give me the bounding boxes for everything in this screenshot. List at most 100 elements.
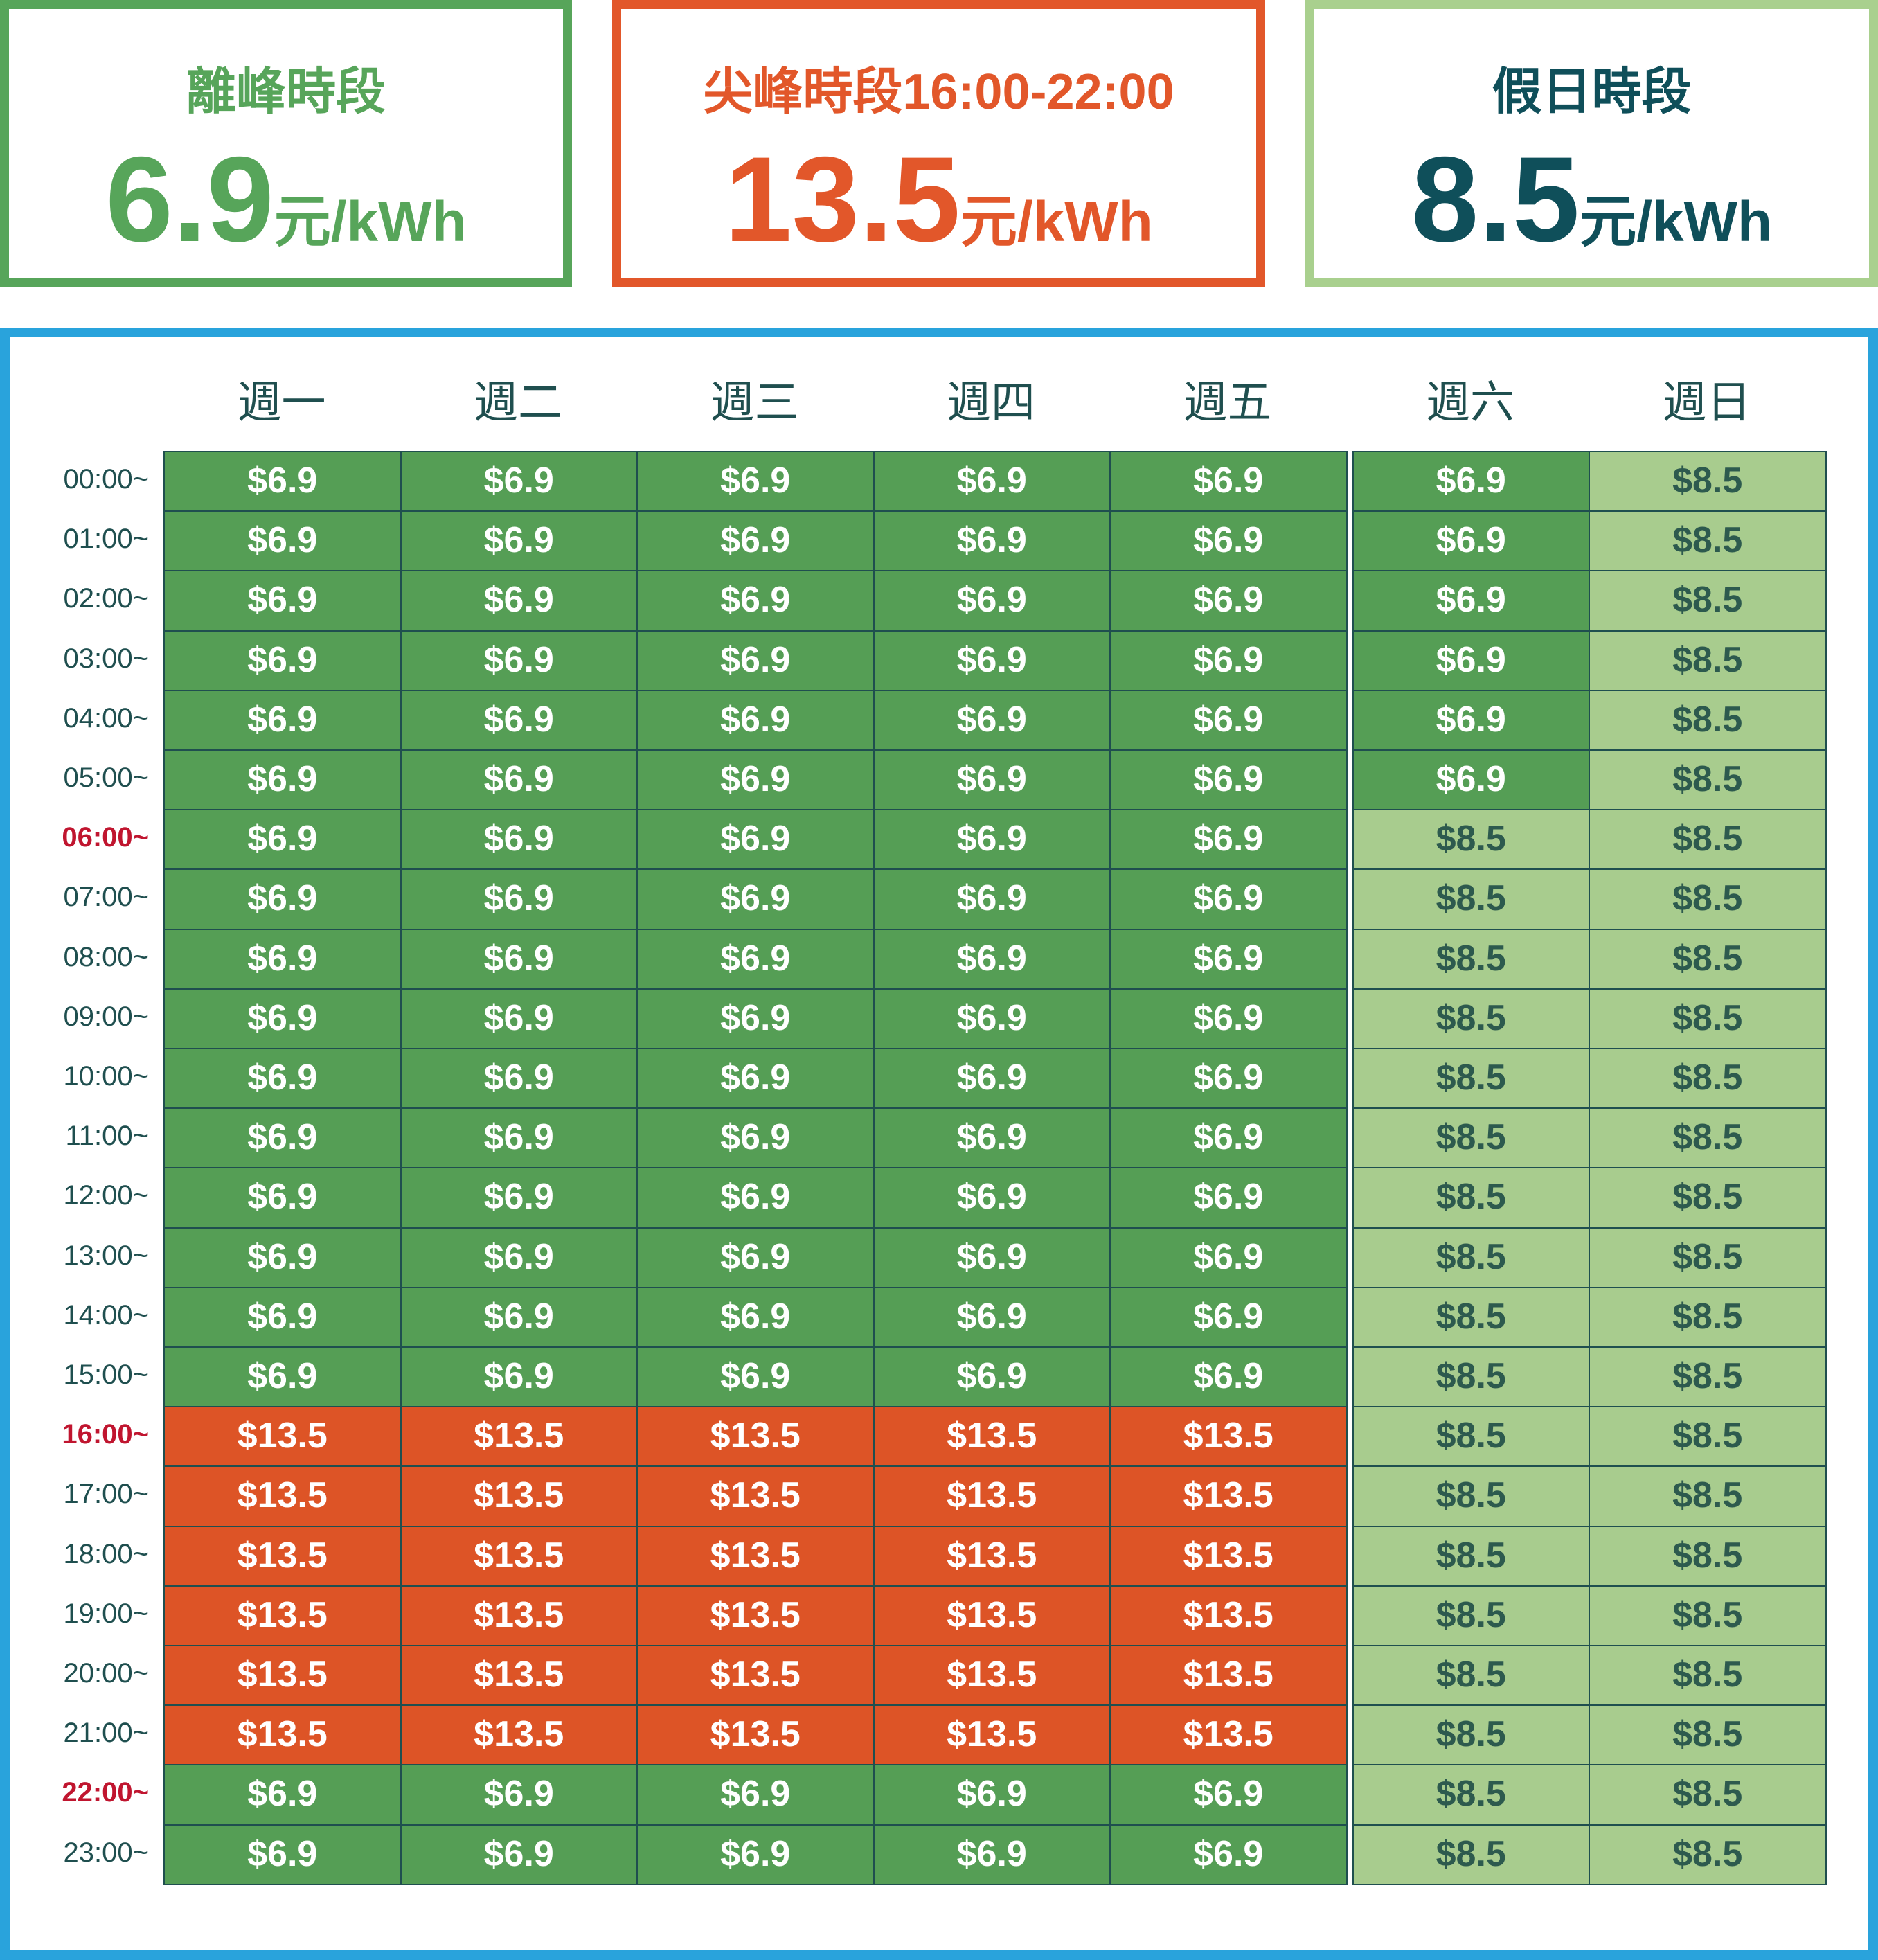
rate-cell: $8.5 (1352, 1645, 1590, 1707)
rate-cell: $8.5 (1352, 1525, 1590, 1587)
rate-cell: $6.9 (1109, 749, 1348, 811)
rate-cell: $8.5 (1352, 1764, 1590, 1826)
rate-cell: $6.9 (873, 1286, 1111, 1348)
rate-cell: $8.5 (1352, 1704, 1590, 1766)
rate-cell: $6.9 (1109, 510, 1348, 572)
rate-cell: $8.5 (1589, 1824, 1827, 1885)
rate-cell: $6.9 (163, 1167, 402, 1229)
rate-cell: $8.5 (1352, 1167, 1590, 1229)
rate-cell: $6.9 (636, 809, 875, 871)
time-label: 21:00~ (63, 1718, 149, 1749)
column-header: 週一 (237, 377, 326, 427)
rate-cell: $6.9 (400, 1346, 638, 1408)
rate-cell: $6.9 (636, 1764, 875, 1826)
rate-cell: $8.5 (1352, 1824, 1590, 1885)
rate-cell: $8.5 (1352, 988, 1590, 1049)
rate-cell: $13.5 (873, 1645, 1111, 1707)
rate-cell: $6.9 (873, 689, 1111, 751)
rate-cell: $6.9 (163, 1286, 402, 1348)
rate-cell: $8.5 (1352, 1585, 1590, 1646)
rate-cell: $6.9 (400, 749, 638, 811)
rate-cell: $8.5 (1589, 1585, 1827, 1646)
rate-cell: $8.5 (1589, 1107, 1827, 1169)
rate-cell: $8.5 (1589, 689, 1827, 751)
rate-cell: $6.9 (400, 868, 638, 930)
rate-cell: $6.9 (1109, 451, 1348, 513)
rate-cell: $8.5 (1589, 510, 1827, 572)
rate-cell: $6.9 (400, 1107, 638, 1169)
rate-cell: $6.9 (636, 868, 875, 930)
rate-cell: $6.9 (163, 510, 402, 572)
rate-cell: $13.5 (400, 1645, 638, 1707)
rate-cell: $8.5 (1589, 868, 1827, 930)
rate-cell: $6.9 (873, 1764, 1111, 1826)
rate-cell: $13.5 (163, 1585, 402, 1646)
rate-cell: $8.5 (1352, 868, 1590, 930)
card-price: 6.9 (105, 132, 274, 267)
holiday-card: 假日時段 8.5元/kWh (1305, 0, 1878, 287)
rate-cell: $6.9 (400, 928, 638, 990)
rate-cell: $6.9 (163, 749, 402, 811)
time-label: 16:00~ (62, 1419, 149, 1450)
rate-cell: $6.9 (636, 689, 875, 751)
time-label: 00:00~ (63, 464, 149, 495)
column-header: 週日 (1662, 377, 1751, 427)
rate-cell: $8.5 (1589, 1406, 1827, 1468)
rate-cell: $6.9 (1109, 570, 1348, 632)
peak-card: 尖峰時段16:00-22:00 13.5元/kWh (612, 0, 1265, 287)
card-title: 尖峰時段16:00-22:00 (703, 64, 1174, 120)
rate-cell: $13.5 (873, 1465, 1111, 1527)
rate-cell: $6.9 (1109, 1048, 1348, 1110)
rate-cell: $6.9 (1352, 630, 1590, 691)
rate-cell: $6.9 (400, 1824, 638, 1885)
rate-cell: $6.9 (873, 1227, 1111, 1288)
rate-cell: $13.5 (636, 1585, 875, 1646)
time-label: 20:00~ (63, 1658, 149, 1689)
rate-cell: $13.5 (1109, 1525, 1348, 1587)
rate-cell: $6.9 (873, 1048, 1111, 1110)
rate-cell: $8.5 (1589, 1645, 1827, 1707)
rate-cell: $6.9 (400, 809, 638, 871)
rate-cell: $6.9 (163, 630, 402, 691)
rate-cell: $8.5 (1589, 1764, 1827, 1826)
rate-cell: $6.9 (163, 1048, 402, 1110)
rate-cell: $8.5 (1589, 630, 1827, 691)
rate-cell: $6.9 (163, 988, 402, 1049)
time-label: 01:00~ (63, 524, 149, 555)
card-unit: 元/kWh (960, 190, 1153, 253)
rate-cell: $6.9 (1109, 630, 1348, 691)
rate-cell: $13.5 (400, 1406, 638, 1468)
rate-cell: $13.5 (400, 1465, 638, 1527)
rate-cell: $13.5 (636, 1525, 875, 1587)
rate-cell: $8.5 (1352, 928, 1590, 990)
rate-cell: $6.9 (636, 1048, 875, 1110)
rate-cell: $13.5 (400, 1704, 638, 1766)
rate-cell: $6.9 (873, 451, 1111, 513)
card-price-line: 8.5元/kWh (1314, 130, 1869, 269)
rate-cell: $6.9 (873, 749, 1111, 811)
column-header: 週三 (710, 377, 799, 427)
rate-cell: $6.9 (163, 868, 402, 930)
rate-cell: $6.9 (1109, 988, 1348, 1049)
time-label: 11:00~ (65, 1121, 150, 1152)
rate-cell: $6.9 (873, 630, 1111, 691)
time-label: 08:00~ (63, 941, 149, 972)
rate-cell: $6.9 (873, 928, 1111, 990)
column-header: 週二 (474, 377, 562, 427)
time-label: 12:00~ (63, 1180, 149, 1211)
rate-cell: $6.9 (163, 570, 402, 632)
time-label: 09:00~ (63, 1001, 149, 1032)
rate-cell: $6.9 (400, 988, 638, 1049)
rate-cell: $6.9 (636, 988, 875, 1049)
time-label: 10:00~ (63, 1061, 149, 1092)
rate-cell: $8.5 (1589, 1167, 1827, 1229)
time-label: 18:00~ (63, 1538, 149, 1569)
rate-cell: $13.5 (163, 1645, 402, 1707)
rate-cell: $13.5 (1109, 1645, 1348, 1707)
rate-cell: $6.9 (1352, 451, 1590, 513)
rate-table-frame (0, 328, 1878, 1960)
rate-cell: $13.5 (873, 1406, 1111, 1468)
rate-cell: $13.5 (163, 1525, 402, 1587)
rate-cell: $6.9 (1109, 1824, 1348, 1885)
